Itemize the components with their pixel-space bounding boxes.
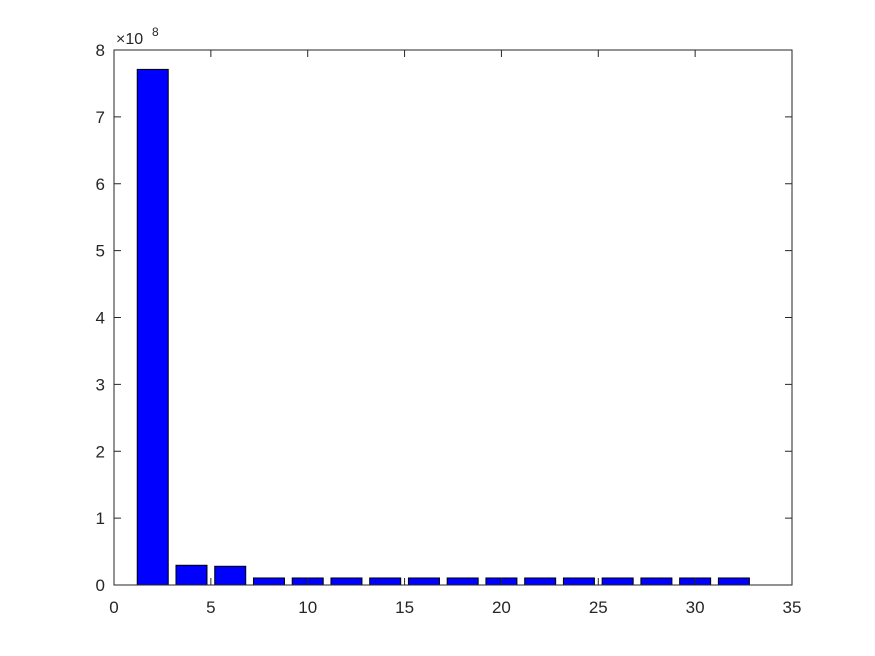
bar-26 — [601, 577, 634, 586]
x-tick-label-25: 25 — [589, 598, 608, 617]
bar-8 — [252, 577, 285, 586]
x-tick-label-15: 15 — [395, 598, 414, 617]
y-tick-label-6: 6 — [96, 175, 105, 194]
x-tick-label-20: 20 — [492, 598, 511, 617]
bar-24 — [562, 577, 595, 586]
x-tick-label-5: 5 — [206, 598, 215, 617]
bar-6 — [214, 565, 247, 586]
x-tick-label-35: 35 — [783, 598, 802, 617]
bar-18 — [446, 577, 479, 586]
y-tick-label-1: 1 — [96, 509, 105, 528]
bar-14 — [369, 577, 402, 586]
bar-22 — [524, 577, 557, 586]
bar-28 — [640, 577, 673, 586]
y-tick-label-0: 0 — [96, 576, 105, 595]
x-tick-label-30: 30 — [686, 598, 705, 617]
y-tick-label-5: 5 — [96, 242, 105, 261]
y-tick-label-2: 2 — [96, 442, 105, 461]
bar-32 — [717, 577, 750, 586]
x-tick-label-0: 0 — [109, 598, 118, 617]
y-tick-label-4: 4 — [96, 309, 105, 328]
y-exponent-base: ×10 — [116, 31, 143, 48]
tick-labels-group: 0 5 10 15 20 25 30 35 0 1 2 3 4 5 6 7 8 — [96, 41, 802, 617]
y-tick-label-7: 7 — [96, 108, 105, 127]
bar-2 — [136, 68, 169, 586]
y-tick-label-8: 8 — [96, 41, 105, 60]
y-tick-label-3: 3 — [96, 375, 105, 394]
x-tick-label-10: 10 — [298, 598, 317, 617]
bar-12 — [330, 577, 363, 586]
y-exponent-power: 8 — [152, 25, 159, 39]
ticks-group — [113, 49, 793, 586]
bar-4 — [175, 564, 208, 586]
bar-16 — [407, 577, 440, 586]
